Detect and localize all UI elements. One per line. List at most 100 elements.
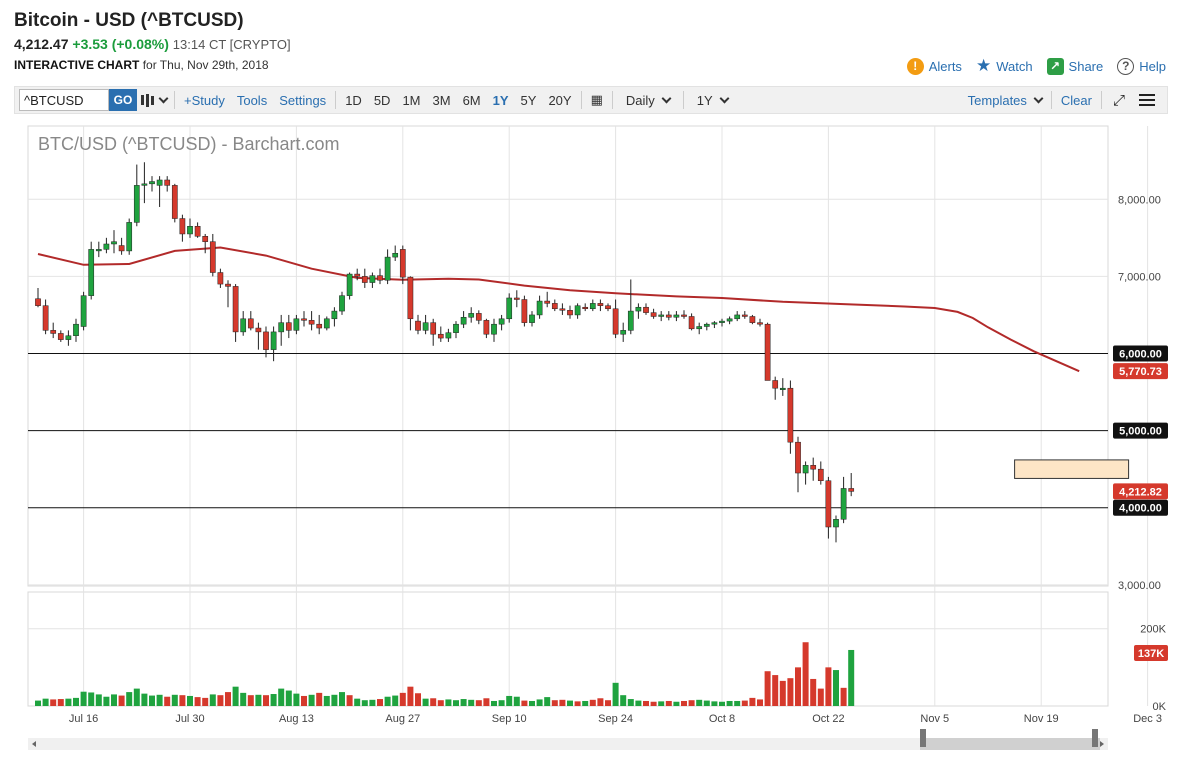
candle-body: [559, 308, 566, 311]
volume-bar: [415, 693, 421, 706]
candle-body: [164, 179, 171, 186]
candle-body: [749, 316, 756, 323]
range-6m[interactable]: 6M: [462, 92, 481, 108]
volume-bar: [308, 694, 315, 706]
toolbar-divider: [335, 91, 337, 109]
help-icon: ?: [1117, 57, 1135, 75]
volume-bar: [407, 686, 414, 706]
volume-tick-label: 200K: [1140, 624, 1166, 636]
quote-line: 4,212.47 +3.53 (+0.08%) 13:14 CT [CRYPTO…: [14, 34, 291, 55]
volume-bar: [392, 695, 399, 706]
volume-bar: [361, 700, 368, 706]
range-3m[interactable]: 3M: [432, 92, 451, 108]
volume-bar: [825, 667, 832, 706]
candle-body: [323, 318, 330, 329]
moving-average-line: [37, 246, 1080, 373]
candle-body: [536, 300, 543, 316]
tools-button[interactable]: Tools: [236, 92, 268, 108]
interval-select[interactable]: Daily: [616, 93, 680, 108]
candle-body: [589, 303, 596, 310]
candle-body: [620, 330, 627, 335]
last-price: 4,212.47: [14, 36, 69, 52]
candle-body: [529, 314, 535, 323]
candle-body: [665, 314, 672, 318]
period-select[interactable]: 1Y: [687, 93, 738, 108]
candle-body: [171, 185, 178, 219]
candle-body: [285, 322, 292, 331]
volume-bar: [726, 700, 733, 706]
toolbar-divider: [611, 91, 613, 109]
clear-button[interactable]: Clear: [1060, 92, 1092, 108]
y-tick-label: 8,000.00: [1118, 194, 1161, 206]
volume-bar: [749, 697, 756, 706]
range-1y[interactable]: 1Y: [492, 92, 509, 108]
study-button[interactable]: +Study: [184, 92, 225, 108]
range-1m[interactable]: 1M: [402, 92, 421, 108]
volume-bar: [582, 700, 589, 706]
range-20y[interactable]: 20Y: [548, 92, 572, 108]
symbol-input[interactable]: [19, 89, 109, 111]
templates-select[interactable]: Templates: [958, 93, 1048, 108]
volume-bar: [802, 642, 809, 706]
candle-body: [407, 276, 414, 320]
candle-body: [787, 387, 794, 443]
range-5d[interactable]: 5D: [373, 92, 391, 108]
volume-bar: [589, 699, 596, 706]
top-links: ! Alerts ★ Watch ↗ Share ? Help: [906, 56, 1166, 76]
candle-body: [658, 314, 665, 317]
candle-body: [551, 303, 558, 310]
range-1d[interactable]: 1D: [345, 92, 362, 108]
chart-type-button[interactable]: [137, 93, 171, 107]
volume-bar: [209, 694, 216, 706]
menu-icon[interactable]: [1139, 94, 1155, 106]
go-button[interactable]: GO: [109, 89, 137, 111]
chart-caption: INTERACTIVE CHART for Thu, Nov 29th, 201…: [14, 55, 291, 75]
volume-bar: [133, 688, 140, 706]
x-tick-label: Jul 16: [69, 713, 98, 725]
candle-body: [605, 305, 611, 310]
volume-bar: [544, 697, 551, 706]
alert-icon: !: [906, 57, 924, 75]
volume-bar: [848, 649, 855, 706]
candle-body: [346, 273, 353, 296]
scrollbar-handle-right: [1092, 729, 1098, 747]
volume-tick-label: 0K: [1153, 701, 1167, 713]
candle-body: [840, 488, 847, 520]
candle-body: [779, 387, 786, 390]
volume-bar: [285, 690, 292, 706]
scrollbar-handle-left: [920, 729, 926, 747]
calendar-icon[interactable]: ▦: [590, 92, 603, 107]
candle-body: [331, 310, 338, 320]
candle-body: [741, 314, 748, 317]
candle-body: [194, 226, 201, 237]
expand-icon[interactable]: ⤢: [1112, 91, 1125, 109]
candle-body: [263, 331, 269, 350]
volume-bar: [658, 701, 665, 706]
candle-body: [270, 331, 277, 350]
volume-bar: [665, 700, 672, 706]
watch-label: Watch: [996, 58, 1033, 74]
volume-bar: [73, 697, 79, 706]
x-tick-label: Dec 3: [1133, 713, 1162, 725]
help-link[interactable]: ? Help: [1117, 57, 1166, 75]
range-5y[interactable]: 5Y: [520, 92, 537, 108]
candle-body: [392, 252, 399, 258]
x-tick-label: Aug 13: [279, 713, 314, 725]
candle-body: [247, 318, 254, 329]
candle-body: [498, 318, 505, 325]
alerts-link[interactable]: ! Alerts: [906, 57, 962, 75]
watch-link[interactable]: ★ Watch: [976, 56, 1033, 76]
x-tick-label: Nov 5: [920, 713, 949, 725]
volume-bar: [247, 695, 254, 706]
share-link[interactable]: ↗ Share: [1046, 57, 1103, 75]
price-tag-label: 5,770.73: [1119, 366, 1162, 378]
candle-body: [848, 488, 855, 492]
settings-button[interactable]: Settings: [279, 92, 327, 108]
volume-bar: [681, 700, 687, 706]
volume-bar: [118, 695, 125, 706]
volume-bar: [711, 701, 718, 706]
volume-bar: [202, 697, 209, 706]
candle-body: [810, 465, 817, 470]
price-tag-label: 4,212.82: [1119, 486, 1162, 498]
